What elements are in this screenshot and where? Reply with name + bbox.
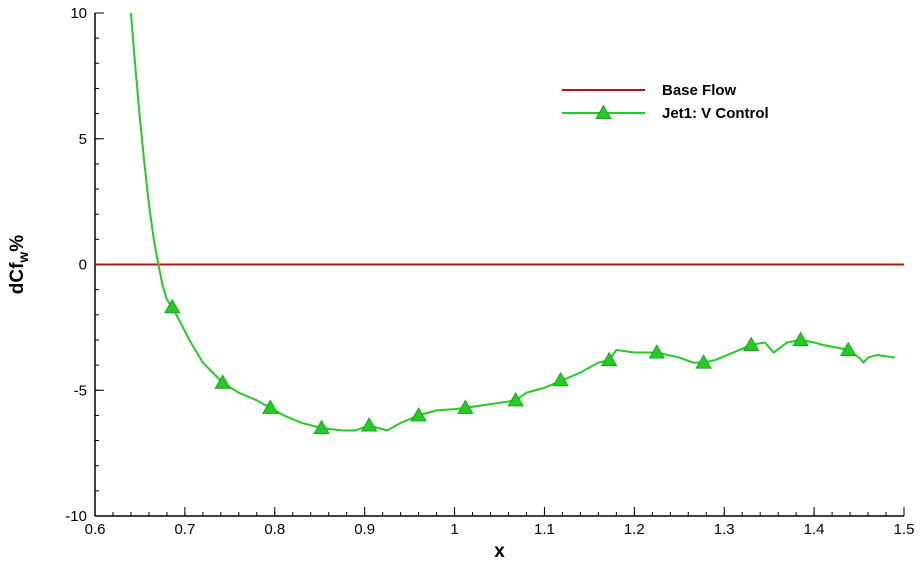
plot-area	[95, 12, 904, 435]
x-tick-label: 1.4	[804, 521, 825, 538]
legend-label: Base Flow	[662, 82, 737, 99]
data-point-marker	[648, 344, 665, 359]
y-tick-label: 0	[79, 257, 87, 274]
data-point-marker	[262, 399, 279, 414]
data-point-marker	[840, 341, 857, 357]
data-point-marker	[507, 392, 524, 407]
y-tick-label: 5	[79, 131, 87, 148]
x-tick-label: 0.7	[174, 521, 195, 538]
series-line	[129, 12, 896, 432]
x-tick-label: 1.2	[624, 521, 645, 538]
x-axis-title: x	[494, 541, 505, 562]
x-tick-label: 0.6	[85, 521, 106, 538]
data-point-marker	[742, 336, 760, 352]
x-tick-label: 0.8	[264, 521, 285, 538]
data-point-marker	[164, 298, 181, 314]
x-tick-label: 1.3	[714, 521, 735, 538]
y-tick-label: -10	[65, 508, 87, 525]
y-axis-title: dCfw%	[7, 235, 31, 295]
x-tick-label: 1	[450, 521, 458, 538]
y-tick-label: 10	[70, 5, 87, 22]
legend-entry-0: Base Flow	[562, 82, 737, 99]
legend-label: Jet1: V Control	[662, 105, 769, 122]
data-point-marker	[600, 351, 618, 367]
x-tick-label: 1.1	[534, 521, 555, 538]
data-point-marker	[360, 417, 378, 432]
data-point-marker	[695, 354, 712, 369]
legend: Base Flow Jet1: V Control	[562, 82, 769, 122]
x-tick-label: 1.5	[894, 521, 915, 538]
data-point-marker	[313, 419, 330, 435]
series-1	[129, 12, 896, 435]
data-point-marker	[552, 371, 569, 387]
data-point-marker	[792, 331, 809, 346]
data-point-marker	[214, 374, 231, 389]
data-point-marker	[410, 407, 427, 422]
data-point-marker	[457, 399, 474, 414]
y-tick-label: -5	[74, 382, 87, 399]
legend-marker	[595, 104, 612, 120]
x-tick-label: 0.9	[354, 521, 375, 538]
axes: 0.6 0.7 0.8 0.9 1 1.1 1.2 1.3 1.4 1.5 -10 -5 0 5 10 x dC…	[7, 5, 914, 562]
legend-entry-1: Jet1: V Control	[562, 104, 769, 122]
